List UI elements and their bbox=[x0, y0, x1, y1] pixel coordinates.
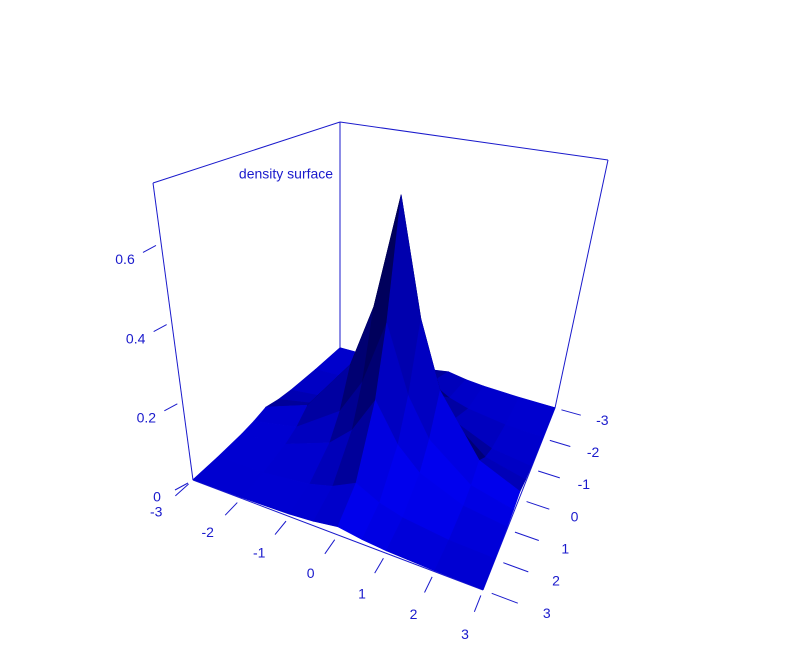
z-tick bbox=[164, 403, 178, 412]
y-tick bbox=[549, 439, 571, 448]
y-tick-label: -2 bbox=[587, 444, 600, 460]
x-tick-label: -2 bbox=[201, 524, 214, 540]
y-tick-label: -3 bbox=[596, 412, 609, 428]
y-tick bbox=[526, 501, 550, 510]
z-tick-label: 0 bbox=[153, 489, 161, 505]
z-tick-label: 0.2 bbox=[137, 410, 157, 426]
x-tick bbox=[224, 502, 238, 516]
z-tick bbox=[153, 324, 167, 333]
z-tick bbox=[174, 482, 189, 491]
box-edge bbox=[554, 159, 609, 409]
y-tick-label: 0 bbox=[571, 508, 579, 524]
box-edge bbox=[152, 182, 194, 481]
x-tick bbox=[274, 520, 287, 535]
x-tick-label: -1 bbox=[253, 545, 266, 561]
box-edge bbox=[152, 121, 341, 184]
y-tick-label: 1 bbox=[561, 541, 569, 557]
y-tick-label: 3 bbox=[543, 605, 551, 621]
z-tick-label: 0.6 bbox=[115, 251, 135, 267]
box-edge bbox=[192, 479, 484, 591]
x-tick bbox=[175, 483, 189, 497]
chart-title: density surface bbox=[239, 166, 333, 182]
y-tick-label: 2 bbox=[552, 573, 560, 589]
y-tick bbox=[561, 409, 581, 416]
z-tick bbox=[142, 244, 157, 253]
box-edge bbox=[339, 121, 609, 161]
x-tick-label: 1 bbox=[358, 585, 366, 601]
x-tick-label: -3 bbox=[150, 504, 163, 520]
x-tick bbox=[473, 595, 482, 613]
y-tick bbox=[491, 592, 518, 604]
y-tick bbox=[538, 470, 560, 479]
z-tick-label: 0.4 bbox=[126, 330, 146, 346]
x-tick-label: 3 bbox=[461, 626, 469, 642]
surface-facet bbox=[434, 539, 496, 590]
x-tick bbox=[424, 576, 433, 593]
y-tick bbox=[514, 531, 539, 542]
x-tick-label: 0 bbox=[307, 565, 315, 581]
y-tick-label: -1 bbox=[578, 476, 591, 492]
x-tick bbox=[374, 558, 384, 574]
y-tick bbox=[503, 562, 529, 573]
x-tick-label: 2 bbox=[410, 606, 418, 622]
x-tick bbox=[324, 539, 336, 555]
